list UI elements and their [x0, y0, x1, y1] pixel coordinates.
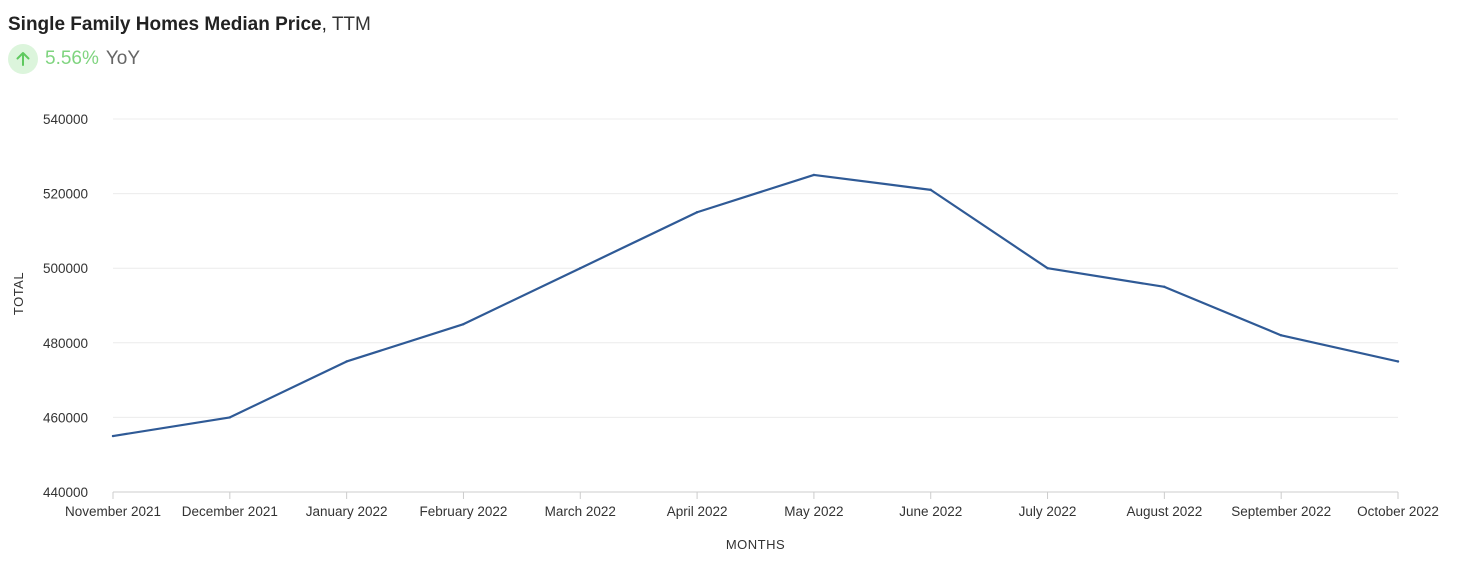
x-tick-label: June 2022 [899, 504, 962, 519]
series-lines [111, 173, 1400, 438]
y-tick-label: 500000 [43, 261, 88, 276]
yoy-label: YoY [105, 48, 141, 69]
x-tick-label: December 2021 [182, 504, 278, 519]
yoy-percent: 5.56% [45, 48, 99, 69]
data-point [1163, 285, 1166, 289]
data-point [1046, 267, 1049, 270]
x-tick-label: January 2022 [306, 504, 388, 519]
x-tick-label: February 2022 [420, 504, 508, 519]
chart-title-separator: , [321, 14, 327, 35]
x-tick-label: April 2022 [667, 504, 728, 519]
x-tick-label: August 2022 [1126, 504, 1202, 519]
data-point [228, 416, 232, 419]
y-tick-label: 460000 [43, 410, 88, 425]
data-point [929, 188, 932, 192]
y-tick-label: 440000 [43, 485, 88, 500]
series-line [111, 173, 1400, 438]
chart-title-period: TTM [331, 14, 371, 35]
yoy-indicator: 5.56% YoY [8, 44, 371, 74]
x-axis-title: MONTHS [726, 537, 785, 552]
data-point [579, 267, 582, 270]
chart-header: Single Family Homes Median Price, TTM 5.… [8, 12, 371, 74]
x-tick-label: September 2022 [1231, 504, 1331, 519]
x-tick-label: October 2022 [1357, 504, 1439, 519]
x-tick-label: May 2022 [784, 504, 843, 519]
data-point [1396, 360, 1400, 363]
x-tick-label: November 2021 [65, 504, 161, 519]
y-axis-title: TOTAL [11, 272, 26, 315]
x-tick-label: July 2022 [1019, 504, 1077, 519]
data-point [1279, 334, 1283, 337]
arrow-up-icon [8, 44, 38, 74]
y-tick-label: 540000 [43, 112, 88, 127]
data-point [462, 322, 465, 326]
y-tick-label: 480000 [43, 336, 88, 351]
data-point [812, 173, 816, 177]
chart-title: Single Family Homes Median Price, TTM [8, 12, 371, 38]
data-point [345, 360, 348, 363]
chart-title-main: Single Family Homes Median Price [8, 14, 322, 35]
grid-lines [113, 118, 1398, 418]
data-point [111, 434, 115, 438]
x-tick-label: March 2022 [545, 504, 616, 519]
data-point [695, 211, 699, 214]
y-axis-ticks: 440000 460000 480000 500000 520000 540000 [43, 112, 88, 500]
x-axis: November 2021 December 2021 January 2022 Fe… [65, 491, 1439, 519]
y-tick-label: 520000 [43, 187, 88, 202]
